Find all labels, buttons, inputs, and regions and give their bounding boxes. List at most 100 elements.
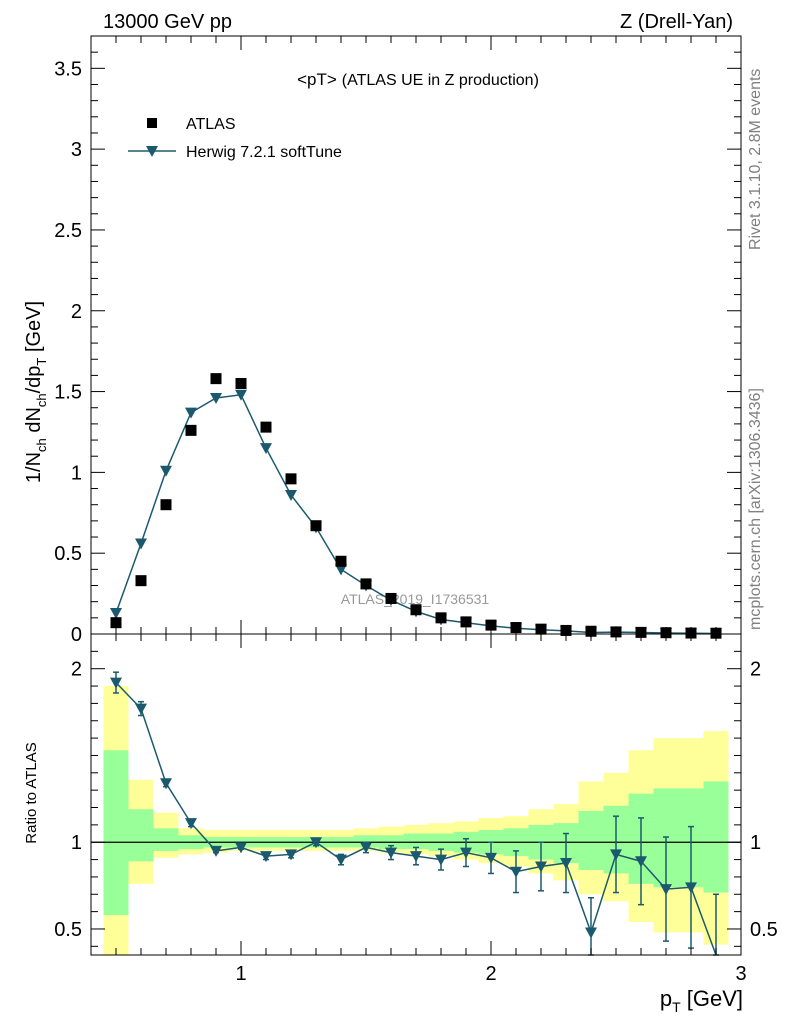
atlas-point bbox=[235, 377, 247, 389]
ratio-point bbox=[635, 856, 647, 868]
mcplots-label: mcplots.cern.ch [arXiv:1306.3436] bbox=[747, 388, 764, 630]
ratio-point bbox=[585, 927, 597, 939]
ratio-point bbox=[185, 818, 197, 830]
ratio-point bbox=[510, 866, 522, 878]
legend-atlas-marker bbox=[147, 118, 157, 128]
ratio-point bbox=[560, 858, 572, 870]
ratio-y-tick-label-right: 0.5 bbox=[750, 919, 778, 941]
analysis-watermark: ATLAS_2019_I1736531 bbox=[341, 591, 490, 607]
ratio-point bbox=[135, 703, 147, 715]
main-y-axis-label: 1/Nch dNch/dpT [GeV] bbox=[23, 301, 49, 483]
ratio-point bbox=[460, 847, 472, 859]
ratio-point bbox=[535, 861, 547, 873]
ratio-point bbox=[385, 847, 397, 859]
atlas-point bbox=[260, 421, 272, 433]
green-uncertainty-band bbox=[353, 835, 379, 848]
ratio-point bbox=[285, 849, 297, 861]
ratio-point bbox=[235, 842, 247, 854]
herwig-point bbox=[260, 443, 272, 455]
rivet-label: Rivet 3.1.10, 2.8M events bbox=[747, 69, 764, 250]
legend-herwig-label: Herwig 7.2.1 softTune bbox=[186, 144, 342, 161]
atlas-point bbox=[285, 473, 297, 485]
green-uncertainty-band bbox=[703, 781, 729, 893]
ratio-point bbox=[210, 845, 222, 857]
ratio-point bbox=[360, 842, 372, 854]
ratio-point bbox=[435, 854, 447, 866]
green-uncertainty-band bbox=[153, 828, 179, 851]
x-tick-label: 2 bbox=[485, 963, 496, 985]
atlas-point bbox=[110, 617, 122, 629]
plot-title: <pT> (ATLAS UE in Z production) bbox=[297, 70, 539, 89]
atlas-point bbox=[435, 612, 447, 624]
green-uncertainty-band bbox=[128, 809, 154, 862]
atlas-point bbox=[210, 373, 222, 385]
atlas-point bbox=[585, 625, 597, 637]
x-tick-label: 1 bbox=[235, 963, 246, 985]
ratio-point bbox=[160, 778, 172, 790]
ratio-point bbox=[660, 884, 672, 896]
ratio-y-axis-label: Ratio to ATLAS bbox=[23, 742, 40, 843]
herwig-point bbox=[110, 607, 122, 619]
atlas-point bbox=[635, 626, 647, 638]
main-y-tick-label: 1 bbox=[71, 462, 82, 484]
main-y-tick-label: 3.5 bbox=[54, 58, 82, 80]
ratio-point bbox=[310, 837, 322, 849]
ratio-point bbox=[335, 854, 347, 866]
main-y-tick-label: 1.5 bbox=[54, 382, 82, 404]
atlas-point bbox=[710, 627, 722, 639]
header-right-label: Z (Drell-Yan) bbox=[620, 11, 733, 33]
atlas-point bbox=[135, 575, 147, 587]
herwig-point bbox=[135, 538, 147, 550]
atlas-point bbox=[335, 555, 347, 567]
main-y-tick-label: 0.5 bbox=[54, 543, 82, 565]
atlas-point bbox=[535, 623, 547, 635]
ratio-y-tick-label-right: 2 bbox=[750, 659, 761, 681]
ratio-point bbox=[410, 851, 422, 863]
herwig-point bbox=[160, 465, 172, 477]
ratio-y-tick-label: 2 bbox=[71, 659, 82, 681]
atlas-point bbox=[160, 499, 172, 511]
ratio-point bbox=[685, 882, 697, 894]
atlas-point bbox=[385, 592, 397, 604]
legend-atlas-label: ATLAS bbox=[186, 116, 236, 133]
main-y-tick-label: 3 bbox=[71, 139, 82, 161]
legend: ATLAS Herwig 7.2.1 softTune bbox=[128, 116, 342, 161]
atlas-point bbox=[610, 626, 622, 638]
atlas-point bbox=[410, 604, 422, 616]
ratio-frame bbox=[90, 633, 742, 956]
atlas-point bbox=[185, 424, 197, 436]
ratio-point bbox=[260, 851, 272, 863]
atlas-point bbox=[310, 520, 322, 532]
green-uncertainty-band bbox=[578, 810, 604, 870]
ratio-point bbox=[485, 852, 497, 864]
ratio-y-tick-label: 0.5 bbox=[54, 919, 82, 941]
green-uncertainty-band bbox=[103, 750, 129, 916]
atlas-point bbox=[560, 624, 572, 636]
legend-herwig-marker bbox=[146, 146, 158, 157]
ratio-y-tick-label-right: 1 bbox=[750, 832, 761, 854]
x-tick-label: 3 bbox=[735, 963, 746, 985]
main-plot-panel: <pT> (ATLAS UE in Z production) ATLAS_201… bbox=[23, 35, 742, 646]
atlas-point bbox=[685, 627, 697, 639]
main-y-tick-label: 2 bbox=[71, 301, 82, 323]
header-left-label: 13000 GeV pp bbox=[103, 11, 232, 33]
ratio-y-tick-label: 1 bbox=[71, 832, 82, 854]
main-y-tick-label: 0 bbox=[71, 624, 82, 646]
herwig-point bbox=[210, 393, 222, 405]
ratio-point bbox=[110, 677, 122, 689]
atlas-point bbox=[510, 622, 522, 634]
ratio-point bbox=[610, 849, 622, 861]
main-y-tick-label: 2.5 bbox=[54, 220, 82, 242]
x-axis-label: pT [GeV] bbox=[660, 986, 743, 1015]
atlas-point bbox=[360, 578, 372, 590]
atlas-point bbox=[460, 616, 472, 628]
atlas-point bbox=[485, 619, 497, 631]
atlas-point bbox=[660, 627, 672, 639]
ratio-plot-panel: Ratio to ATLAS pT [GeV] 1 2 30.5 0.51 12 2 bbox=[23, 633, 778, 1015]
herwig-point bbox=[185, 407, 197, 419]
herwig-point bbox=[235, 389, 247, 401]
green-uncertainty-band bbox=[403, 833, 429, 850]
herwig-point bbox=[335, 564, 347, 576]
herwig-point bbox=[285, 490, 297, 502]
